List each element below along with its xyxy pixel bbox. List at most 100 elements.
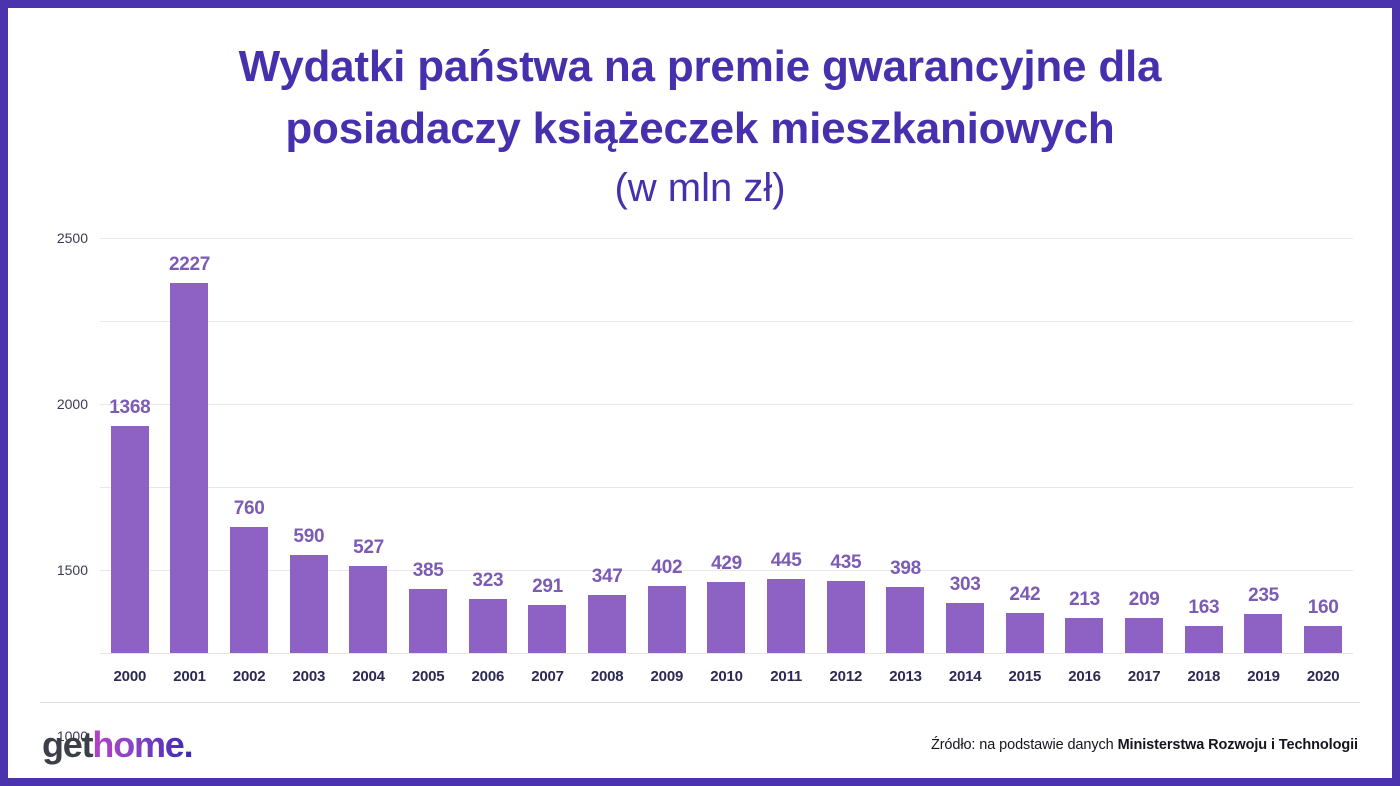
- source-organization: Ministerstwa Rozwoju i Technologii: [1117, 737, 1359, 753]
- gridline: 0: [100, 652, 1353, 654]
- x-axis-tick-label: 2015: [1008, 668, 1042, 685]
- logo-text-home: home.: [92, 724, 193, 765]
- bar-value-label: 1368: [109, 396, 151, 418]
- bar-value-label: 402: [651, 557, 683, 579]
- bar-value-label: 435: [830, 551, 862, 573]
- bar[interactable]: [826, 580, 865, 653]
- bar-group[interactable]: 347 2008: [577, 238, 637, 685]
- x-axis-tick-label: 2017: [1127, 668, 1161, 685]
- bar-value-label: 760: [233, 497, 265, 519]
- bar-value-label: 242: [1009, 583, 1041, 605]
- bar-group[interactable]: 291 2007: [518, 238, 578, 685]
- bar-value-label: 590: [293, 526, 325, 548]
- infographic-canvas: Wydatki państwa na premie gwarancyjne dl…: [8, 8, 1392, 778]
- bar[interactable]: [1244, 614, 1283, 653]
- bar[interactable]: [110, 425, 149, 653]
- bar-value-label: 429: [711, 552, 742, 574]
- bar-value-label: 398: [890, 557, 921, 579]
- x-axis-tick-label: 2008: [590, 668, 624, 685]
- bar-group[interactable]: 435 2012: [816, 238, 876, 685]
- x-axis-tick-label: 2009: [650, 668, 684, 685]
- x-axis-tick-label: 2006: [471, 668, 505, 685]
- x-axis-tick-label: 2007: [531, 668, 564, 685]
- x-axis-tick-label: 2003: [292, 668, 326, 685]
- x-axis-tick-label: 2019: [1247, 668, 1280, 685]
- y-axis-tick-label: 1500: [56, 561, 88, 578]
- bar-group[interactable]: 398 2013: [876, 238, 936, 685]
- bar[interactable]: [707, 581, 746, 653]
- bar-group[interactable]: 213 2016: [1055, 238, 1115, 685]
- bar-group[interactable]: 1368 2000: [100, 238, 160, 685]
- page-title: Wydatki państwa na premie gwarancyjne dl…: [8, 36, 1392, 213]
- bar[interactable]: [1005, 612, 1044, 653]
- bar-group[interactable]: 242 2015: [995, 238, 1055, 685]
- bar-group[interactable]: 163 2018: [1174, 238, 1234, 685]
- title-line-2: posiadaczy książeczek mieszkaniowych: [285, 104, 1115, 154]
- bar[interactable]: [1184, 625, 1223, 653]
- y-axis-tick-label: 2000: [56, 395, 88, 412]
- x-axis-tick-label: 2005: [411, 668, 445, 685]
- gethome-logo[interactable]: gethome.: [42, 724, 194, 765]
- x-axis-tick-label: 2014: [948, 668, 982, 685]
- x-axis-tick-label: 2013: [889, 668, 922, 685]
- gridline: 1000: [57, 486, 1353, 744]
- bar-value-label: 323: [472, 570, 504, 592]
- bar-group[interactable]: 303 2014: [935, 238, 995, 685]
- x-axis-tick-label: 2004: [352, 668, 385, 685]
- bar[interactable]: [230, 526, 269, 653]
- bar[interactable]: [588, 595, 627, 653]
- y-axis-tick-label: 1000: [56, 727, 88, 744]
- bar[interactable]: [170, 283, 209, 653]
- bar[interactable]: [767, 579, 806, 653]
- bar[interactable]: [468, 599, 507, 653]
- bar-value-label: 291: [532, 575, 563, 597]
- bar-value-label: 2227: [168, 254, 211, 276]
- x-axis-tick-label: 2020: [1306, 668, 1340, 685]
- bar-group[interactable]: 235 2019: [1234, 238, 1294, 685]
- bar[interactable]: [946, 602, 985, 653]
- gridline: 2500: [57, 230, 1353, 246]
- bar[interactable]: [886, 586, 925, 653]
- bar[interactable]: [1065, 617, 1104, 653]
- title-line-1: Wydatki państwa na premie gwarancyjne dl…: [238, 42, 1162, 91]
- bars-group: 1368 2000 2227 2001 760 2002 590 2003 527 2004 385…: [100, 238, 1353, 685]
- gridline: 1500: [57, 403, 1353, 578]
- bar-value-label: 235: [1248, 585, 1279, 606]
- bar-group[interactable]: 209 2017: [1114, 238, 1174, 685]
- bar-group[interactable]: 385 2005: [398, 238, 458, 685]
- bar-group[interactable]: 323 2006: [458, 238, 518, 685]
- bar-chart: 0 500 1000 1500 2000 2500 1368 2000 2227 2001 760…: [8, 8, 1392, 778]
- bar-value-label: 213: [1069, 588, 1100, 610]
- logo-text-get: get: [42, 724, 94, 765]
- bar-group[interactable]: 160 2020: [1293, 238, 1353, 685]
- bar-group[interactable]: 527 2004: [339, 238, 399, 685]
- bar-group[interactable]: 590 2003: [279, 238, 339, 685]
- bar-group[interactable]: 2227 2001: [160, 238, 220, 685]
- bar-value-label: 347: [591, 566, 623, 588]
- bar[interactable]: [409, 589, 448, 653]
- gridline: 2000: [57, 320, 1353, 412]
- bar-group[interactable]: 760 2002: [219, 238, 279, 685]
- bar-group[interactable]: 445 2011: [756, 238, 816, 685]
- bar-group[interactable]: 402 2009: [637, 238, 697, 685]
- bar-value-label: 163: [1188, 596, 1220, 618]
- bar-value-label: 303: [949, 573, 981, 595]
- bar[interactable]: [289, 555, 328, 653]
- bar[interactable]: [1304, 626, 1343, 653]
- bar[interactable]: [647, 586, 686, 653]
- bar[interactable]: [1125, 618, 1164, 653]
- x-axis-tick-label: 2002: [232, 668, 266, 685]
- bar[interactable]: [528, 604, 567, 653]
- x-axis-tick-label: 2012: [829, 668, 863, 685]
- y-axis-tick-label: 2500: [56, 229, 88, 246]
- bar-group[interactable]: 429 2010: [697, 238, 757, 685]
- x-axis-tick-label: 2010: [710, 668, 743, 685]
- gridline: 500: [100, 569, 1353, 571]
- source-prefix: Źródło: na podstawie danych: [930, 737, 1118, 753]
- x-axis-tick-label: 2011: [770, 668, 803, 685]
- bar-value-label: 209: [1128, 589, 1160, 611]
- source-note: Źródło: na podstawie danych Ministerstwa…: [931, 737, 1358, 753]
- bar-value-label: 445: [770, 550, 802, 572]
- bar[interactable]: [349, 565, 388, 653]
